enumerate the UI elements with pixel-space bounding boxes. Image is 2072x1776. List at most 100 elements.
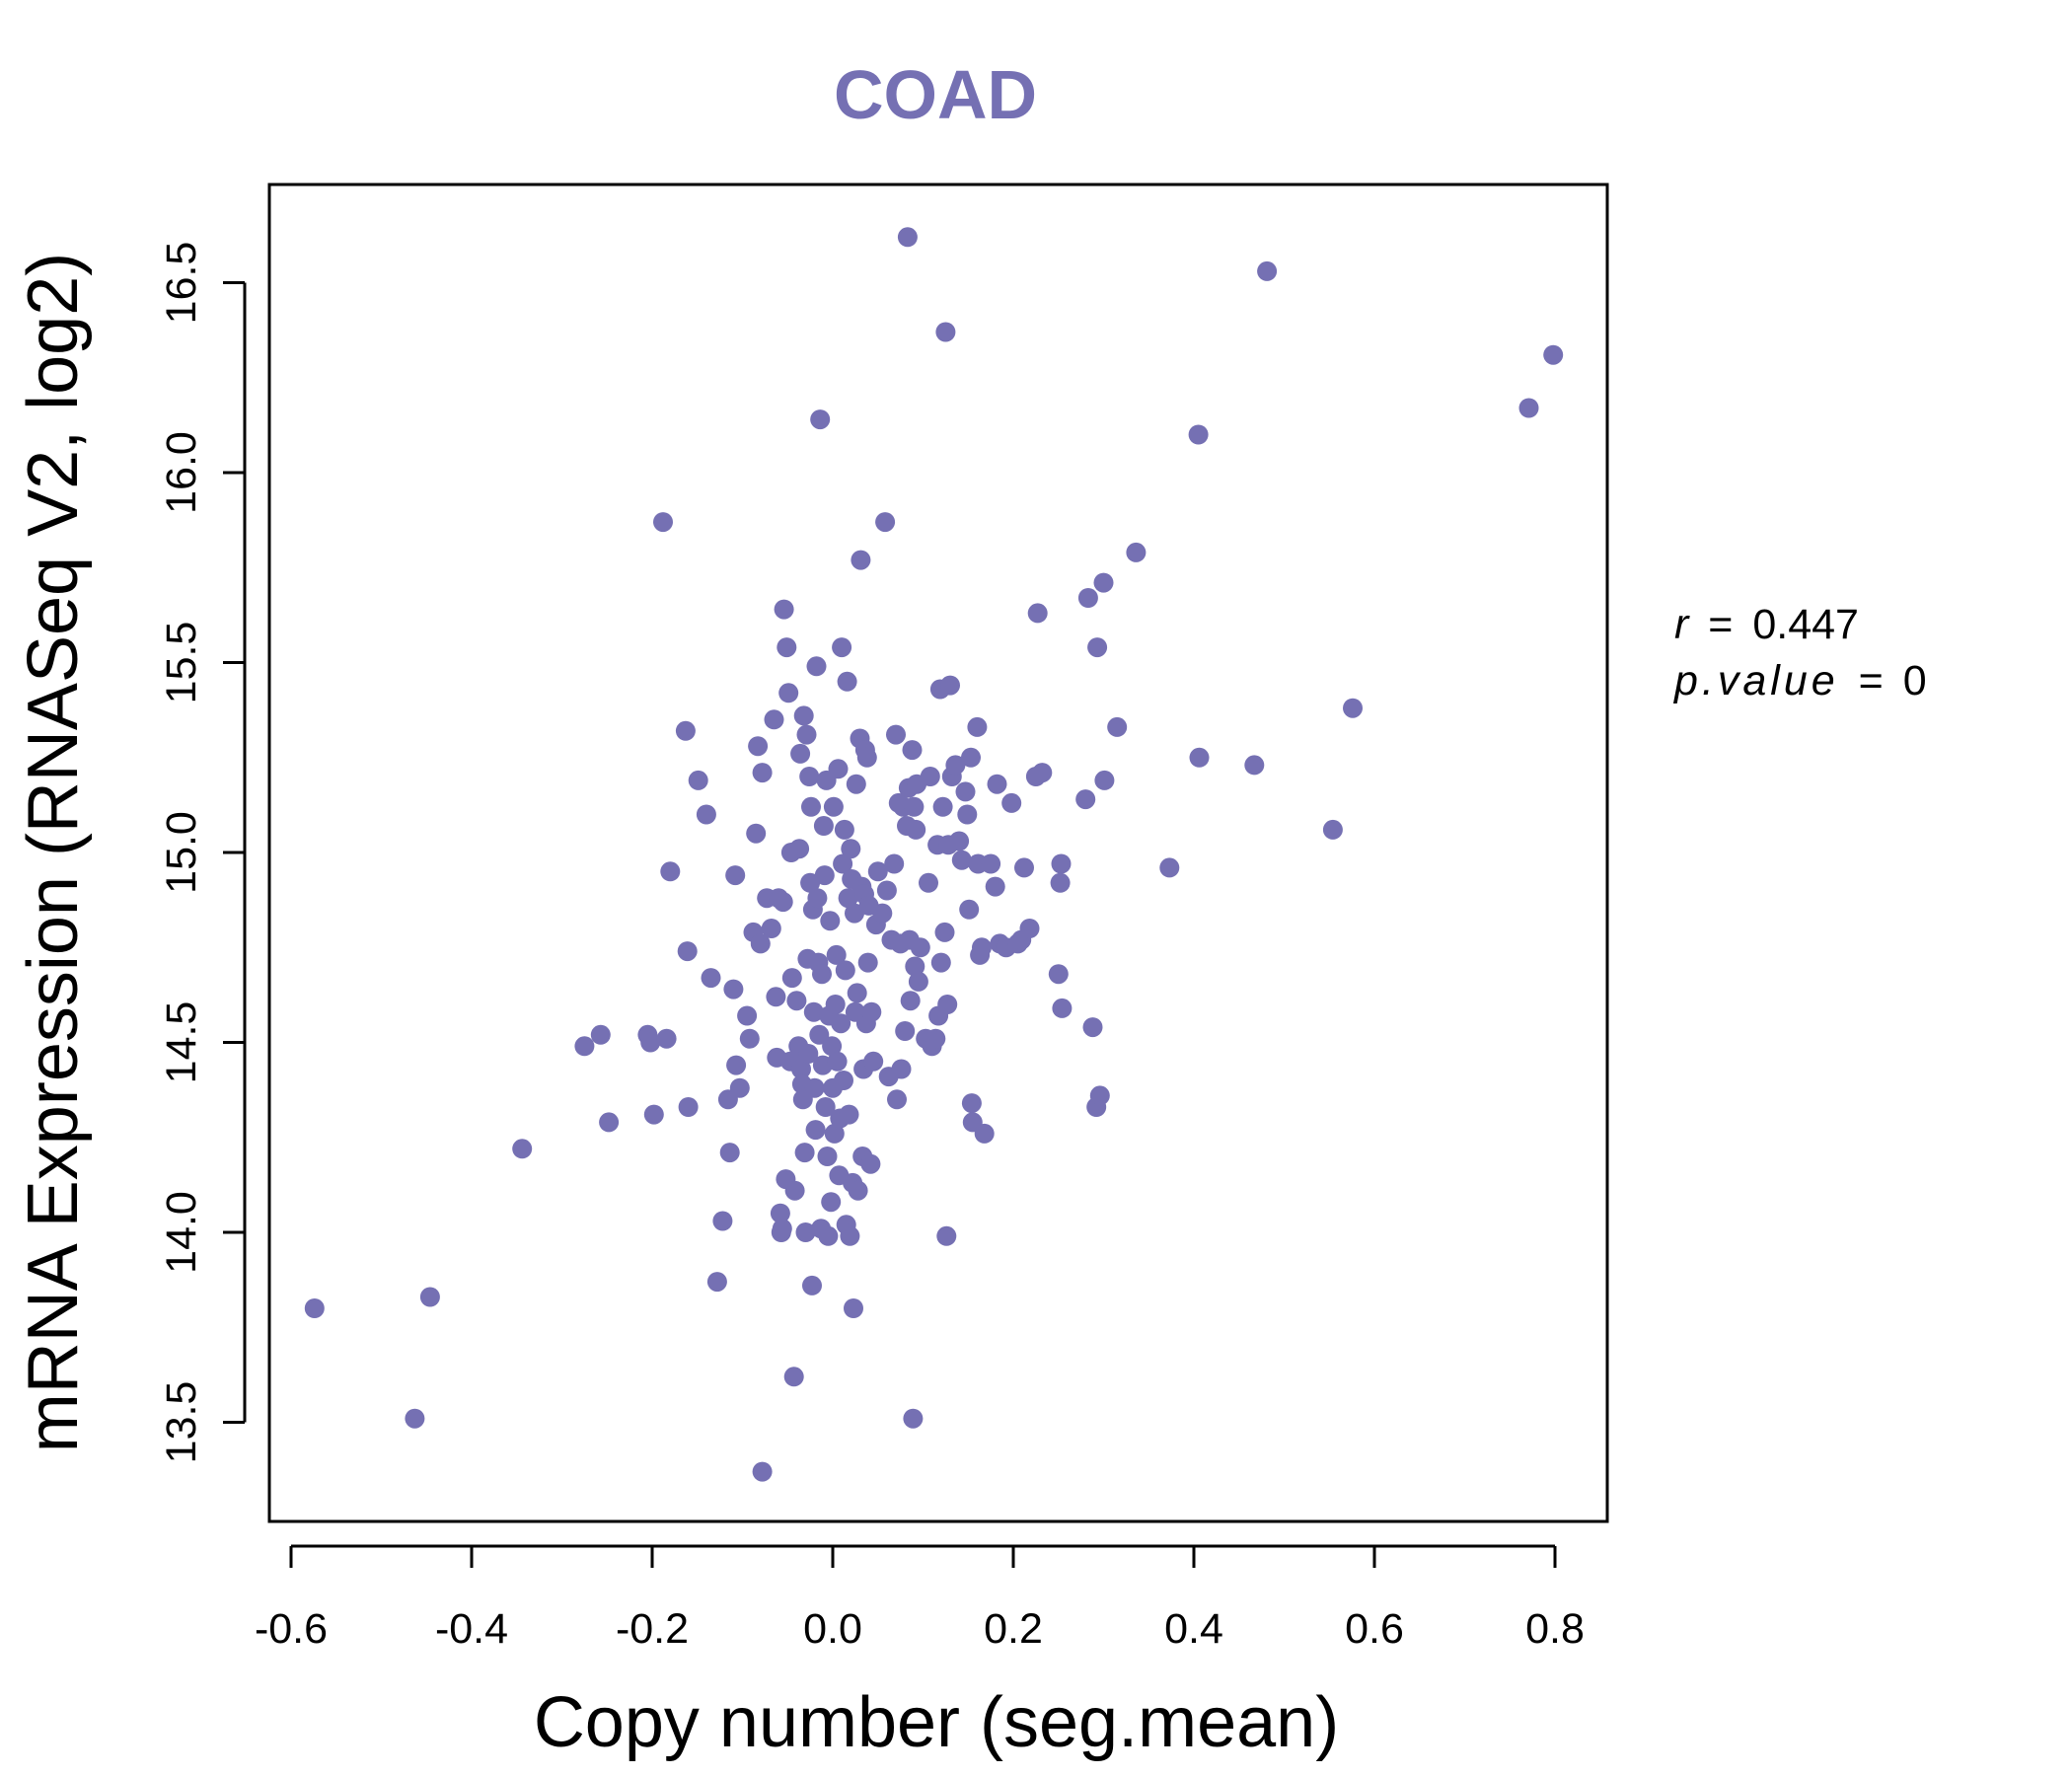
p-value-statistic: p.value = 0 xyxy=(1672,657,1927,704)
data-point xyxy=(786,991,807,1011)
data-point xyxy=(813,816,834,836)
data-point xyxy=(951,850,972,870)
x-tick-label: -0.2 xyxy=(616,1605,689,1653)
data-point xyxy=(725,865,746,886)
data-point xyxy=(791,1059,811,1079)
data-point xyxy=(784,1180,805,1201)
data-point xyxy=(802,1275,822,1295)
r-statistic: r = 0.447 xyxy=(1674,601,1859,648)
data-point xyxy=(949,831,970,851)
data-point xyxy=(867,861,888,882)
data-point xyxy=(972,937,992,958)
data-point xyxy=(831,1013,851,1034)
data-point xyxy=(900,991,921,1011)
y-tick-label: 14.0 xyxy=(158,1191,205,1274)
data-point xyxy=(861,1001,882,1022)
data-point xyxy=(905,956,925,977)
data-point xyxy=(729,1077,750,1098)
x-tick-label: 0.4 xyxy=(1164,1605,1223,1653)
data-point xyxy=(706,1272,727,1293)
data-point xyxy=(886,724,906,745)
data-point xyxy=(840,1225,860,1246)
data-point xyxy=(1001,792,1022,813)
x-tick-label: -0.6 xyxy=(255,1605,328,1653)
data-point xyxy=(860,1153,881,1174)
data-point xyxy=(902,740,923,761)
data-point xyxy=(653,512,673,533)
data-point xyxy=(712,1211,733,1231)
data-point xyxy=(794,1143,815,1163)
data-point xyxy=(660,861,681,882)
data-point xyxy=(752,763,773,783)
r-value: 0.447 xyxy=(1752,601,1859,648)
p-value-equals: = xyxy=(1859,657,1884,704)
data-point xyxy=(739,1028,760,1049)
data-point xyxy=(884,853,905,874)
data-point xyxy=(838,888,858,909)
data-point xyxy=(847,983,867,1003)
data-point xyxy=(806,656,827,677)
data-point xyxy=(815,1097,836,1117)
data-point xyxy=(981,853,1001,874)
data-point xyxy=(796,724,817,745)
data-point xyxy=(809,1024,830,1045)
data-point xyxy=(919,872,938,893)
data-point xyxy=(851,550,871,570)
data-point xyxy=(872,903,893,924)
data-point xyxy=(920,767,940,786)
data-point xyxy=(795,1222,816,1242)
data-point xyxy=(812,964,832,985)
data-point xyxy=(766,987,786,1007)
data-point xyxy=(773,892,793,913)
data-point xyxy=(1052,998,1073,1018)
data-point xyxy=(827,1051,848,1072)
data-point xyxy=(1050,872,1071,893)
data-point xyxy=(723,979,744,999)
data-point xyxy=(599,1112,620,1133)
data-point xyxy=(1051,853,1072,874)
data-point xyxy=(737,1005,758,1026)
data-point xyxy=(804,1077,825,1098)
data-point xyxy=(675,720,696,741)
p-value-value: 0 xyxy=(1903,657,1927,704)
data-point xyxy=(1244,755,1265,776)
data-point xyxy=(590,1024,611,1045)
data-point xyxy=(419,1287,440,1307)
data-point xyxy=(761,919,781,938)
data-point xyxy=(656,1028,677,1049)
data-point xyxy=(834,1071,853,1090)
y-axis-label: mRNA Expression (RNASeq V2, log2) xyxy=(14,253,93,1452)
data-point xyxy=(824,1123,845,1144)
data-point xyxy=(887,1089,907,1110)
data-point xyxy=(1087,637,1108,658)
data-point xyxy=(789,839,810,859)
data-point xyxy=(937,995,958,1014)
data-point xyxy=(930,952,951,973)
data-point xyxy=(826,944,847,965)
x-axis: -0.6 -0.4 -0.2 0.0 0.2 0.4 0.6 0.8 xyxy=(255,1544,1585,1653)
data-point xyxy=(987,774,1007,794)
data-point xyxy=(800,872,821,893)
y-tick-label: 13.5 xyxy=(158,1381,205,1464)
data-point xyxy=(1014,857,1034,878)
correlation-annotation: r = 0.447 p.value = 0 xyxy=(1672,601,1927,704)
data-point xyxy=(936,1225,957,1246)
data-point xyxy=(1126,542,1147,562)
data-point xyxy=(764,709,784,730)
data-point xyxy=(846,774,866,794)
data-point xyxy=(961,747,981,768)
data-point xyxy=(778,683,799,703)
data-point xyxy=(821,1192,842,1213)
data-point xyxy=(770,1203,790,1223)
data-point xyxy=(856,747,877,768)
plot-frame xyxy=(267,183,1609,1523)
data-point xyxy=(688,770,708,790)
data-point xyxy=(640,1032,661,1053)
x-tick-label: 0.0 xyxy=(803,1605,862,1653)
x-tick-label: 0.2 xyxy=(984,1605,1043,1653)
data-point xyxy=(925,1028,946,1049)
data-point xyxy=(935,322,956,342)
data-point xyxy=(781,968,802,989)
data-point xyxy=(807,888,828,909)
data-point xyxy=(908,971,928,992)
